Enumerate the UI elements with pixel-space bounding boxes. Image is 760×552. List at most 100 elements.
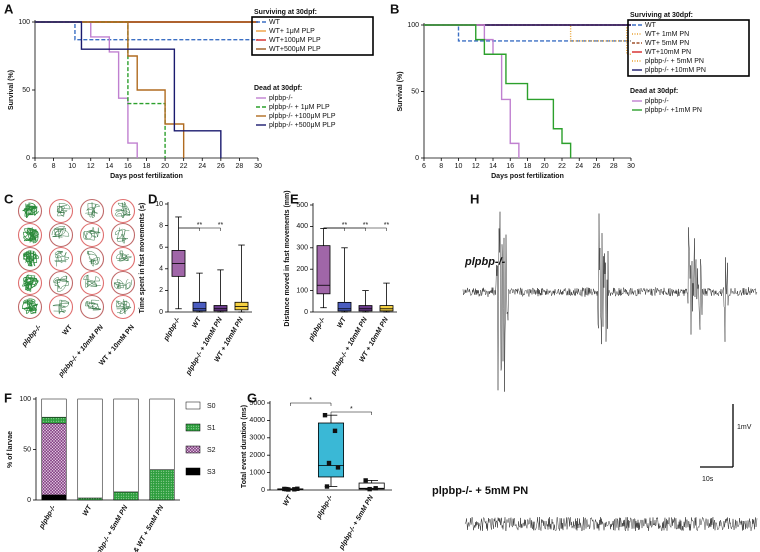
- y-tick-label: 1000: [249, 469, 265, 476]
- trajectory: [22, 274, 39, 292]
- x-tick-label: plpbp-/- + 5mM PN: [338, 494, 376, 552]
- x-tick-label: 30: [254, 163, 262, 170]
- y-axis-label: Survival (%): [8, 70, 15, 110]
- legend-title: Surviving at 30dpf:: [254, 9, 317, 16]
- x-tick-label: 14: [105, 163, 113, 170]
- legend-frame: [627, 19, 750, 77]
- x-tick-label: WT: [336, 316, 348, 330]
- condition-label: WT: [62, 323, 75, 336]
- box: [358, 305, 373, 312]
- condition-label: plpbp-/-: [20, 323, 43, 348]
- trajectory: [52, 299, 70, 315]
- box: [213, 305, 228, 312]
- bar-segment: [149, 398, 175, 470]
- trajectory: [84, 202, 100, 218]
- y-tick-label: 3000: [249, 435, 265, 442]
- eeg-trace: [462, 211, 758, 392]
- y-tick-label: 0: [261, 487, 265, 494]
- trajectory: [23, 227, 39, 244]
- significance: **: [384, 222, 390, 229]
- data-point: [324, 484, 330, 489]
- y-tick-label: 4: [159, 266, 163, 273]
- significance: **: [363, 222, 369, 229]
- bar-segment: [41, 494, 67, 501]
- x-tick-label: 10: [68, 163, 76, 170]
- trajectory: [51, 226, 70, 239]
- y-tick-label: 0: [415, 155, 419, 162]
- significance: *: [350, 406, 353, 413]
- legend-label: plpbp-/- +1mM PN: [645, 107, 702, 114]
- condition-label: WT + 10mM PN: [98, 324, 136, 367]
- box: [234, 301, 249, 311]
- bar-segment: [41, 398, 67, 418]
- x-tick-label: WT: [82, 504, 94, 518]
- legend-swatch: [185, 467, 201, 476]
- legend-label: WT: [645, 22, 657, 29]
- box: [316, 245, 331, 295]
- data-point: [284, 486, 289, 492]
- survival-curve: [424, 24, 631, 42]
- trace-label: plpbp-/-: [464, 256, 506, 268]
- trajectory: [22, 298, 38, 314]
- y-tick-label: 400: [296, 223, 308, 230]
- significance: **: [197, 222, 203, 229]
- legend-label: S1: [207, 425, 216, 432]
- legend-label: S2: [207, 447, 216, 454]
- x-tick-label: 8: [439, 163, 443, 170]
- x-tick-label: WT: [191, 316, 203, 330]
- well: [79, 222, 105, 248]
- significance: *: [309, 397, 312, 404]
- survival-curve: [35, 21, 138, 158]
- panel-letter: G: [247, 390, 257, 405]
- legend-label: S3: [207, 469, 216, 476]
- y-tick-label: 8: [159, 222, 163, 229]
- panel-letter: F: [4, 390, 12, 405]
- data-point: [292, 487, 297, 492]
- legend-label: WT+ 1μM PLP: [269, 28, 315, 35]
- legend-frame: [251, 16, 374, 56]
- legend-swatch: [185, 423, 201, 432]
- x-tick-label: plpbp-/- + 5mM PN: [92, 504, 130, 552]
- legend-label: plpbp-/-: [645, 98, 669, 105]
- survival-curve: [35, 21, 222, 158]
- legend-label: plpbp-/- +10mM PN: [645, 67, 706, 74]
- legend-label: WT+500μM PLP: [269, 46, 321, 53]
- survival-curve: [424, 24, 572, 158]
- scale-label: 1mV: [737, 424, 752, 431]
- legend-label: plpbp-/- +500μM PLP: [269, 122, 336, 129]
- x-tick-label: 24: [575, 163, 583, 170]
- x-tick-label: plpbp-/-: [315, 494, 335, 521]
- trajectory: [116, 250, 132, 262]
- y-tick-label: 100: [18, 19, 30, 26]
- x-tick-label: 8: [52, 163, 56, 170]
- bar-segment: [77, 398, 103, 499]
- y-tick-label: 300: [296, 245, 308, 252]
- x-tick-label: 12: [87, 163, 95, 170]
- legend-label: plpbp-/- + 5mM PN: [645, 58, 704, 65]
- data-point: [322, 412, 328, 418]
- trajectory: [53, 275, 70, 292]
- x-tick-label: plpbp-/-: [307, 316, 327, 343]
- well: [79, 246, 105, 272]
- trajectory: [56, 202, 71, 217]
- trajectory: [83, 274, 101, 288]
- y-tick-label: 200: [296, 266, 308, 273]
- bar-segment: [41, 416, 67, 424]
- trajectory: [85, 299, 102, 311]
- legend-swatch: [185, 401, 201, 410]
- trajectory: [86, 250, 100, 267]
- trajectory: [23, 250, 39, 267]
- x-tick-label: plpbp-/- + 10mM PN: [185, 316, 225, 378]
- panel-letter: E: [290, 191, 299, 206]
- trajectory: [115, 298, 132, 315]
- bar-segment: [113, 398, 139, 493]
- y-tick-label: 500: [296, 202, 308, 209]
- x-tick-label: 18: [143, 163, 151, 170]
- significance: **: [342, 222, 348, 229]
- survival-curve: [424, 24, 631, 55]
- y-tick-label: 2000: [249, 452, 265, 459]
- trace-label: plpbp-/- + 5mM PN: [432, 485, 528, 497]
- x-tick-label: 20: [161, 163, 169, 170]
- trajectory: [113, 279, 133, 290]
